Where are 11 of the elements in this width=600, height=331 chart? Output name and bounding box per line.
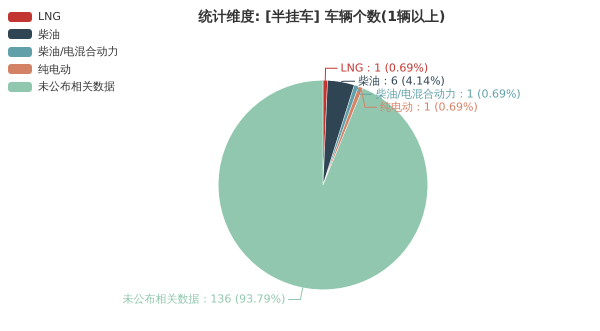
category-label: 未公布相关数据 : 136 (93.79%) — [122, 292, 286, 306]
chart-title: 统计维度: [半挂车] 车辆个数(1辆以上) — [197, 8, 446, 26]
category-label: 柴油 : 6 (4.14%) — [358, 74, 445, 88]
category-label: 纯电动 : 1 (0.69%) — [380, 100, 478, 114]
legend-label: 柴油 — [38, 26, 60, 42]
category-label: LNG : 1 (0.69%) — [340, 61, 428, 74]
legend-label: 柴油/电混合动力 — [38, 44, 119, 60]
legend-label: 未公布相关数据 — [38, 79, 115, 94]
category-label: 柴油/电混合动力 : 1 (0.69%) — [375, 87, 521, 100]
legend-label: 纯电动 — [38, 62, 71, 77]
legend-label: LNG — [38, 10, 61, 24]
